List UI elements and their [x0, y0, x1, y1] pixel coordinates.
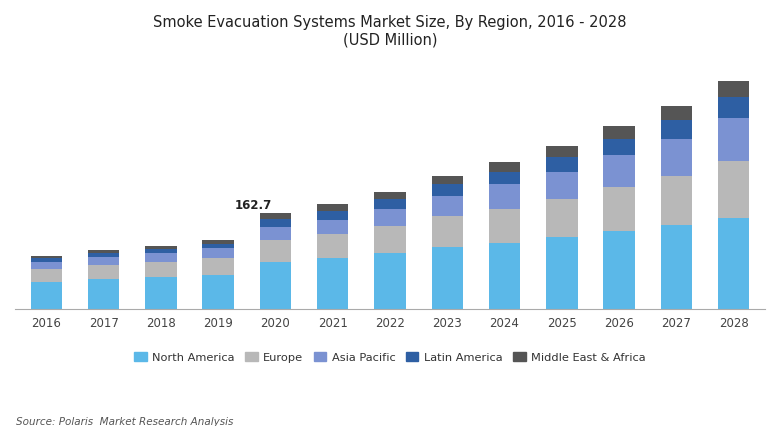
- Bar: [30, 282, 62, 309]
- Bar: [718, 97, 750, 119]
- Bar: [431, 196, 463, 217]
- Bar: [88, 253, 119, 258]
- Bar: [317, 220, 349, 235]
- Title: Smoke Evacuation Systems Market Size, By Region, 2016 - 2028
(USD Million): Smoke Evacuation Systems Market Size, By…: [153, 15, 627, 47]
- Bar: [260, 219, 291, 228]
- Bar: [546, 200, 577, 238]
- Bar: [431, 177, 463, 185]
- Bar: [203, 244, 234, 249]
- Bar: [431, 217, 463, 247]
- Bar: [88, 280, 119, 309]
- Legend: North America, Europe, Asia Pacific, Latin America, Middle East & Africa: North America, Europe, Asia Pacific, Lat…: [129, 347, 651, 367]
- Bar: [88, 258, 119, 266]
- Bar: [317, 211, 349, 220]
- Bar: [718, 81, 750, 97]
- Bar: [489, 209, 520, 243]
- Bar: [489, 163, 520, 172]
- Bar: [88, 250, 119, 253]
- Bar: [546, 158, 577, 172]
- Bar: [546, 172, 577, 200]
- Bar: [88, 266, 119, 280]
- Bar: [145, 247, 177, 249]
- Bar: [145, 249, 177, 253]
- Bar: [718, 119, 750, 161]
- Bar: [603, 188, 635, 231]
- Bar: [374, 226, 406, 253]
- Bar: [661, 176, 692, 225]
- Bar: [546, 147, 577, 158]
- Bar: [145, 262, 177, 277]
- Bar: [489, 172, 520, 185]
- Bar: [260, 262, 291, 309]
- Bar: [431, 247, 463, 309]
- Bar: [661, 121, 692, 139]
- Bar: [661, 139, 692, 176]
- Text: Source: Polaris  Market Research Analysis: Source: Polaris Market Research Analysis: [16, 416, 233, 426]
- Bar: [603, 127, 635, 139]
- Bar: [317, 258, 349, 309]
- Bar: [718, 161, 750, 219]
- Bar: [203, 259, 234, 275]
- Bar: [203, 275, 234, 309]
- Bar: [374, 192, 406, 199]
- Bar: [260, 241, 291, 262]
- Bar: [30, 269, 62, 282]
- Bar: [546, 238, 577, 309]
- Bar: [30, 259, 62, 262]
- Bar: [431, 185, 463, 196]
- Bar: [489, 185, 520, 209]
- Bar: [30, 256, 62, 259]
- Bar: [661, 106, 692, 121]
- Bar: [489, 243, 520, 309]
- Bar: [374, 253, 406, 309]
- Bar: [30, 262, 62, 269]
- Bar: [203, 241, 234, 244]
- Bar: [603, 139, 635, 156]
- Bar: [374, 209, 406, 226]
- Bar: [661, 225, 692, 309]
- Bar: [145, 253, 177, 262]
- Bar: [260, 214, 291, 219]
- Bar: [260, 228, 291, 241]
- Bar: [317, 235, 349, 258]
- Bar: [203, 249, 234, 259]
- Text: 162.7: 162.7: [235, 199, 272, 212]
- Bar: [317, 205, 349, 211]
- Bar: [718, 219, 750, 309]
- Bar: [145, 277, 177, 309]
- Bar: [603, 231, 635, 309]
- Bar: [603, 156, 635, 188]
- Bar: [374, 199, 406, 209]
